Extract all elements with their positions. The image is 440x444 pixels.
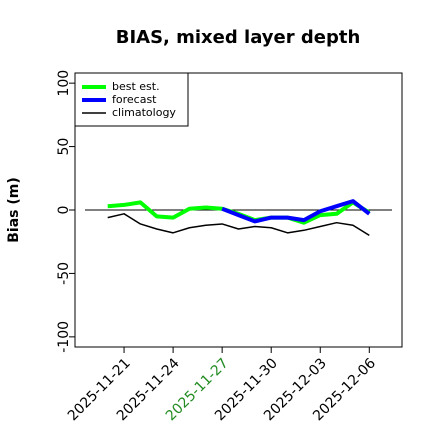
series-line [221, 199, 371, 224]
chart-title: BIAS, mixed layer depth [116, 27, 361, 48]
y-tick-label: 0 [56, 206, 72, 215]
series-line [107, 213, 370, 237]
y-axis-label: Bias (m) [6, 177, 22, 243]
legend-label: climatology [112, 106, 176, 119]
y-tick-label: -100 [56, 321, 72, 353]
series-line [107, 200, 371, 225]
legend-label: forecast [112, 93, 157, 106]
legend-label: best est. [112, 80, 160, 93]
y-tick-label: 100 [56, 70, 72, 97]
y-tick-label: -50 [56, 262, 72, 285]
y-tick-label: 50 [56, 138, 72, 156]
